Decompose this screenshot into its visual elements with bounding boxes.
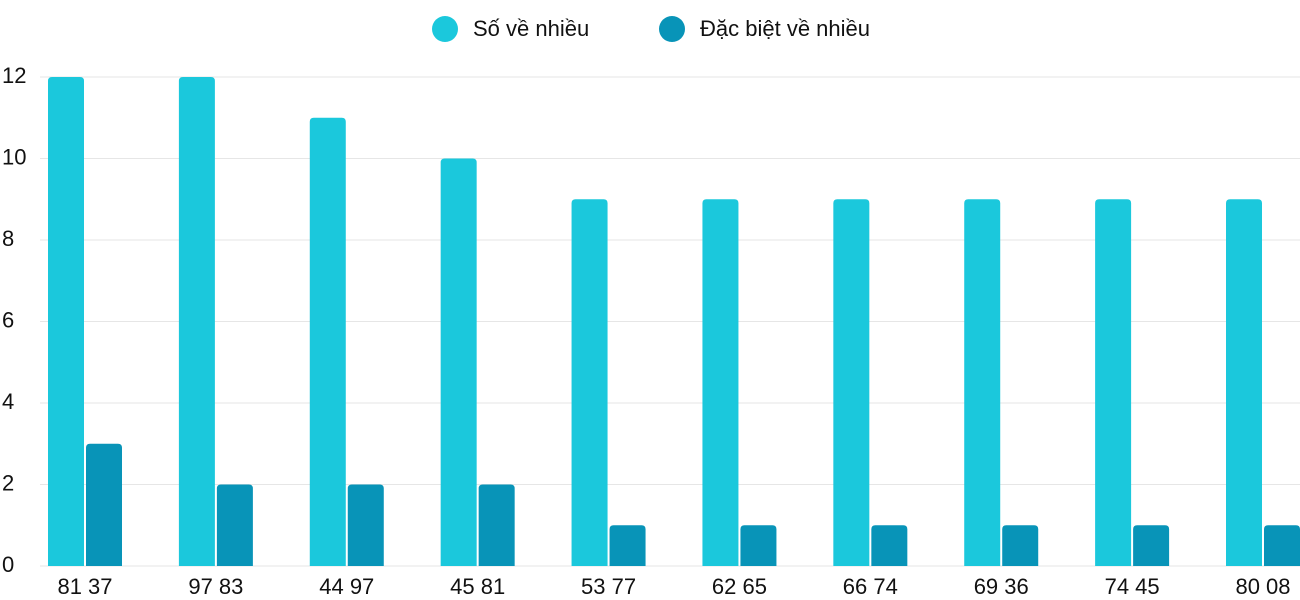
x-tick-label: 66 74 (843, 574, 898, 599)
legend-marker (432, 16, 458, 42)
bar (48, 77, 84, 566)
x-tick-label: 80 08 (1235, 574, 1290, 599)
bar (1095, 199, 1132, 566)
bar (478, 484, 515, 566)
legend-marker (659, 16, 685, 42)
x-tick-label: 62 65 (712, 574, 767, 599)
y-tick-label: 0 (2, 552, 14, 577)
x-tick-label: 44 97 (319, 574, 374, 599)
y-tick-label: 10 (2, 144, 26, 169)
bar (833, 199, 870, 566)
x-tick-label: 81 37 (57, 574, 112, 599)
bar (1226, 199, 1262, 566)
x-tick-label: 53 77 (581, 574, 636, 599)
bar (1133, 525, 1170, 566)
bar (964, 199, 1001, 566)
bar (571, 199, 608, 566)
y-tick-label: 8 (2, 226, 14, 251)
legend-label: Đặc biệt về nhiều (700, 16, 870, 41)
x-tick-label: 74 45 (1105, 574, 1160, 599)
x-tick-label: 45 81 (450, 574, 505, 599)
bar (86, 443, 122, 566)
bar (740, 525, 777, 566)
bar (1002, 525, 1039, 566)
bar (702, 199, 739, 566)
bar (609, 525, 646, 566)
bar (871, 525, 908, 566)
bar (1264, 525, 1300, 566)
bar (309, 117, 346, 566)
legend-label: Số về nhiều (473, 16, 589, 41)
bar (347, 484, 384, 566)
y-tick-label: 6 (2, 307, 14, 332)
x-tick-label: 69 36 (974, 574, 1029, 599)
x-tick-label: 97 83 (188, 574, 243, 599)
y-tick-label: 12 (2, 63, 26, 88)
bar (440, 158, 477, 566)
bar (178, 77, 215, 566)
bar (216, 484, 253, 566)
y-tick-label: 2 (2, 470, 14, 495)
y-tick-label: 4 (2, 389, 14, 414)
